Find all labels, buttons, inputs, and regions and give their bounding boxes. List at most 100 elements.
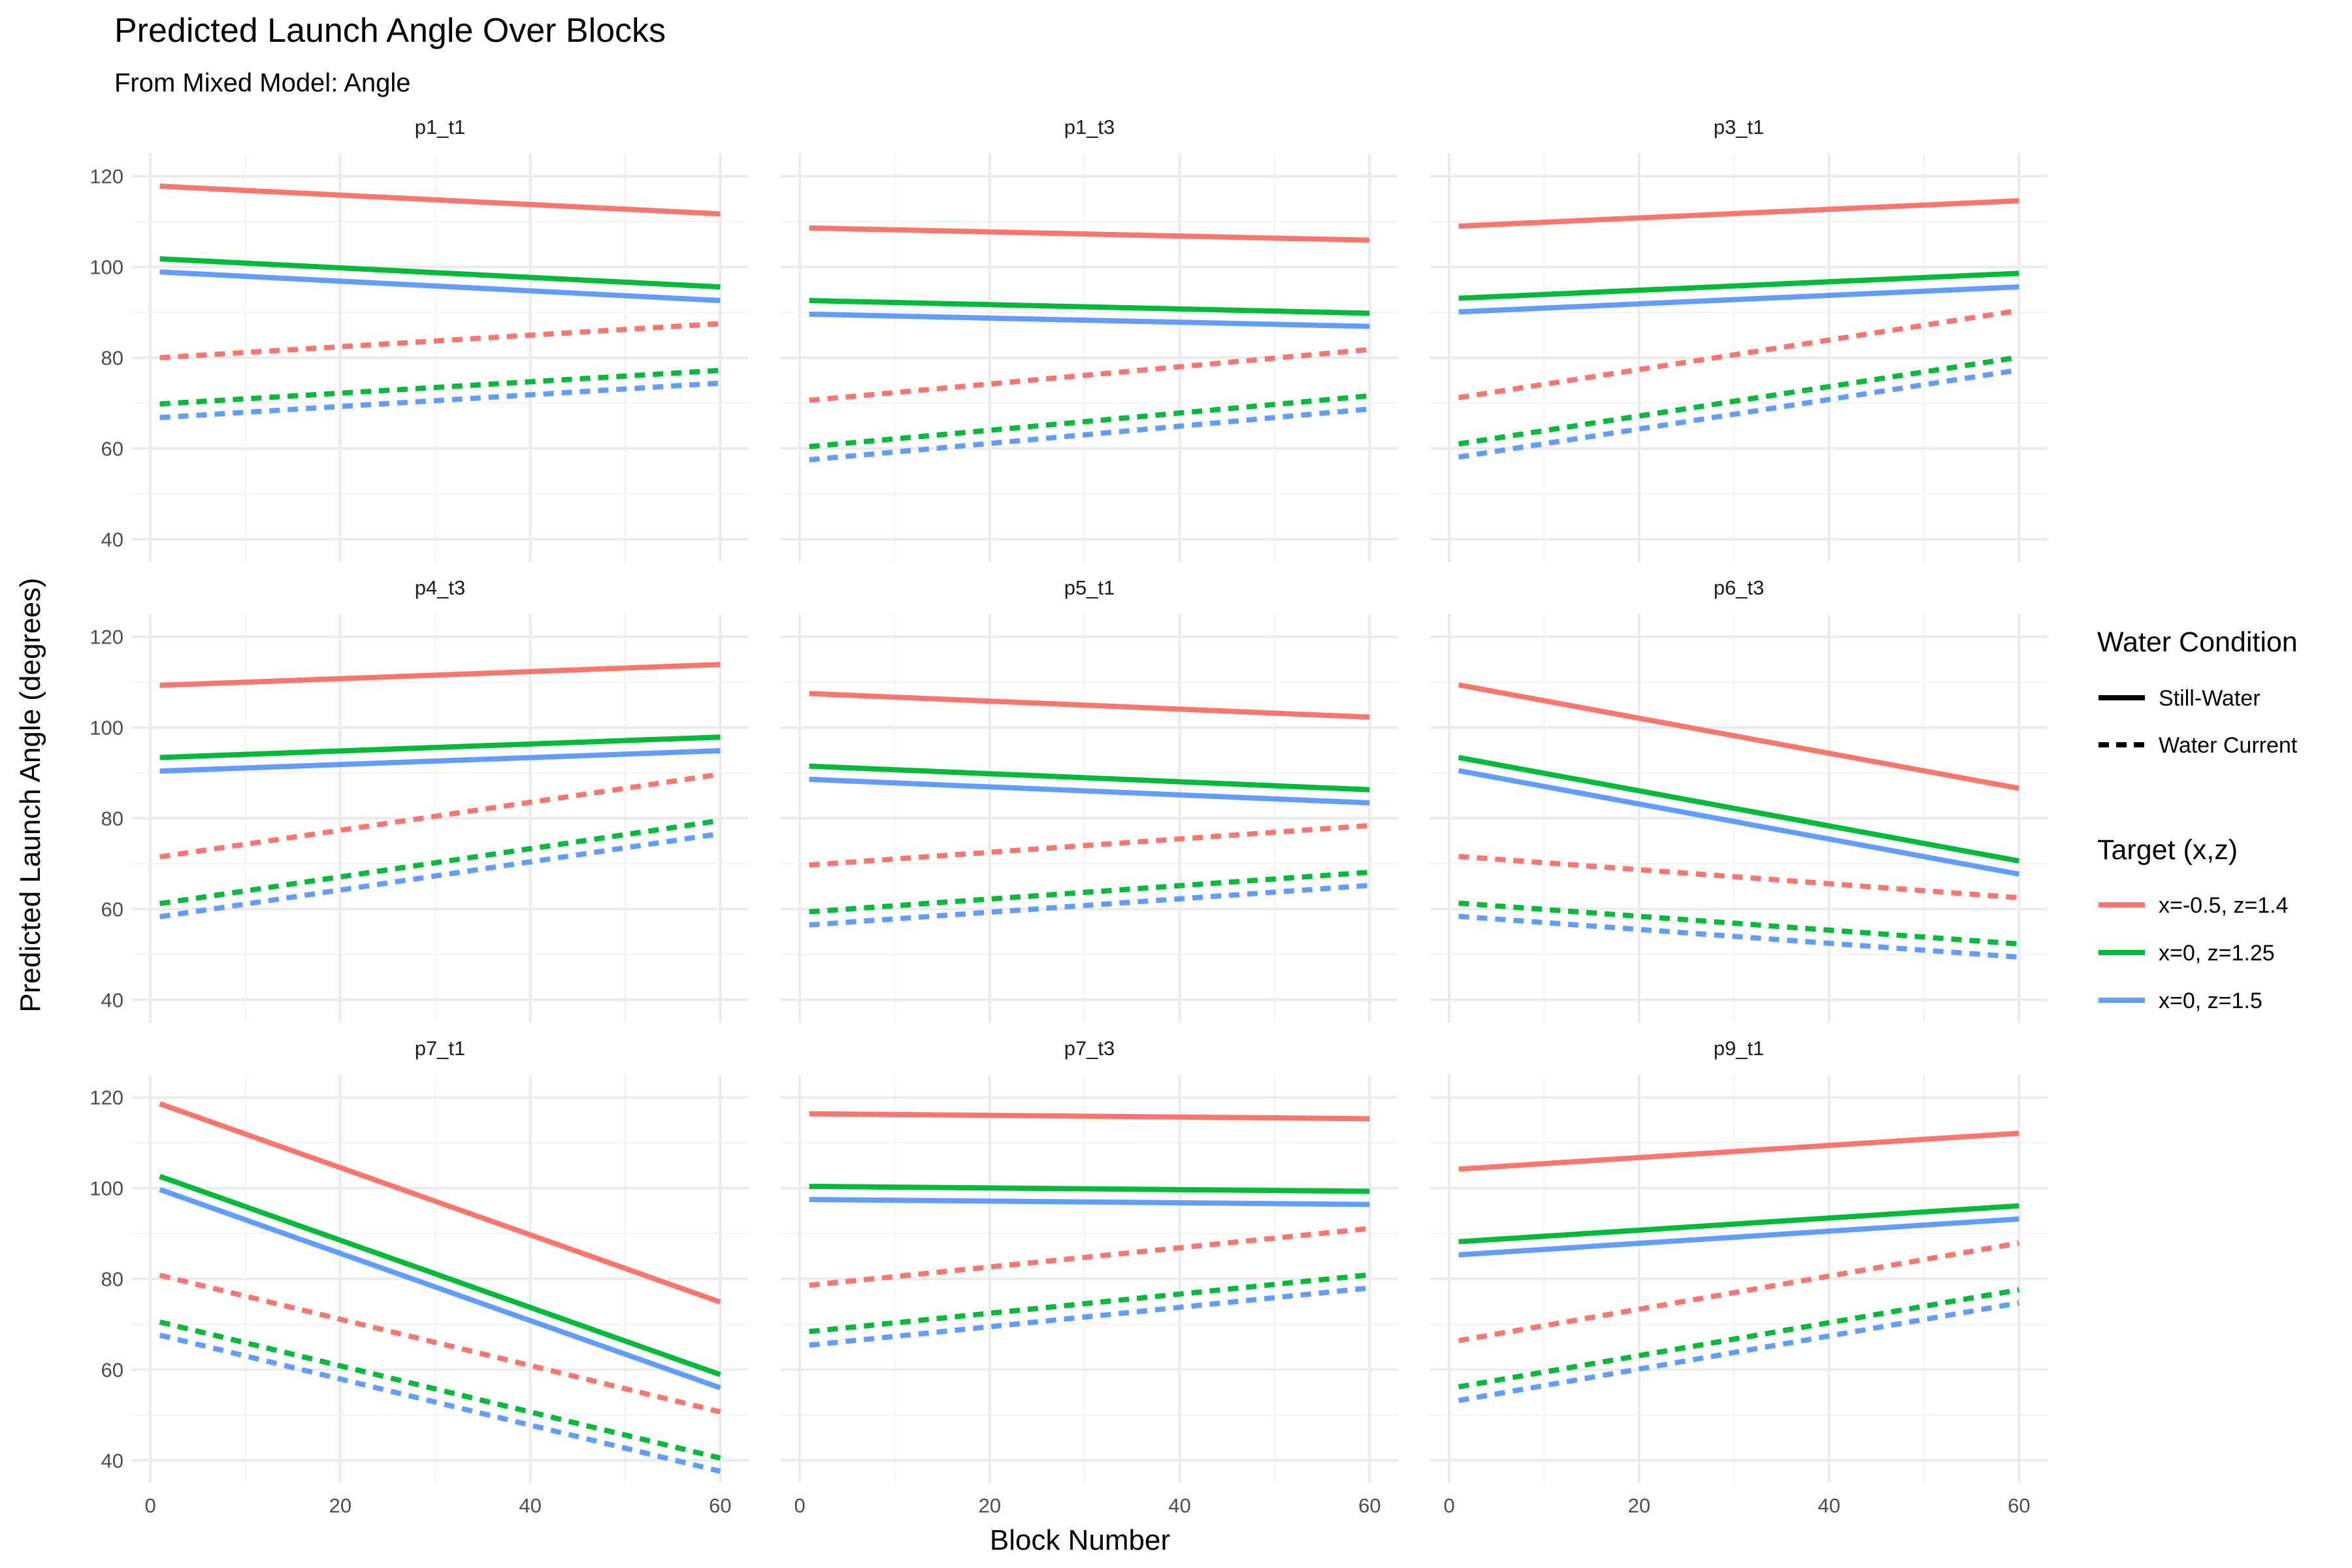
legend-target-items: x=-0.5, z=1.4 x=0, z=1.25 x=0, z=1.5 [2099, 893, 2288, 1013]
facet-label: p7_t3 [1064, 1037, 1115, 1060]
x-tick-label: 0 [144, 1494, 155, 1517]
facet-panel-p1_t3: p1_t3 [781, 116, 1398, 562]
x-axis-title: Block Number [990, 1524, 1170, 1556]
series-line-p3_t1-t0-c1 [1458, 308, 2019, 400]
y-tick-label: 40 [101, 528, 123, 551]
series-line-p7_t1-t1-c1 [159, 1319, 721, 1461]
series-line-p1_t1-t2-c1 [159, 380, 721, 421]
chart-title: Predicted Launch Angle Over Blocks [114, 12, 666, 50]
series-line-p5_t1-t0-c0 [809, 691, 1370, 720]
series-line-p1_t1-t0-c1 [159, 321, 721, 361]
x-tick-label: 40 [519, 1494, 541, 1517]
x-tick-label: 20 [979, 1494, 1001, 1517]
y-tick-label: 100 [90, 717, 123, 740]
series-line-p7_t3-t2-c0 [809, 1196, 1370, 1207]
series-line-p4_t3-t2-c0 [159, 748, 721, 774]
series-line-p3_t1-t0-c0 [1458, 198, 2019, 229]
legend-label-target: x=-0.5, z=1.4 [2159, 893, 2288, 918]
x-tick-label: 20 [329, 1494, 351, 1517]
series-line-p5_t1-t1-c1 [809, 870, 1370, 915]
chart-subtitle: From Mixed Model: Angle [114, 69, 411, 97]
series-line-p6_t3-t2-c1 [1458, 913, 2019, 960]
y-axis-title: Predicted Launch Angle (degrees) [14, 578, 46, 1012]
x-tick-label: 40 [1818, 1494, 1840, 1517]
x-tick-label: 0 [794, 1494, 805, 1517]
facet-panel-p9_t1: p9_t1 0 20 40 60 [1430, 1037, 2048, 1517]
series-line-p3_t1-t1-c0 [1458, 270, 2019, 301]
facet-label: p9_t1 [1714, 1037, 1765, 1060]
facet-label: p1_t1 [415, 116, 466, 139]
series-line-p1_t3-t2-c0 [809, 311, 1370, 329]
series-line-p7_t3-t1-c1 [809, 1272, 1370, 1335]
y-tick-label: 40 [101, 1449, 123, 1472]
series-line-p9_t1-t2-c1 [1458, 1300, 2020, 1403]
y-tick-label: 120 [90, 626, 123, 649]
facet-panel-p7_t1: p7_t1 40 60 80 100 120 0 20 40 60 [90, 1037, 749, 1517]
x-tick-label: 0 [1443, 1494, 1454, 1517]
series-line-p3_t1-t2-c0 [1458, 284, 2019, 315]
facet-label: p7_t1 [415, 1037, 466, 1060]
series-line-p6_t3-t0-c1 [1458, 853, 2019, 901]
series-line-p1_t1-t1-c1 [159, 367, 721, 407]
y-tick-label: 100 [90, 1177, 123, 1200]
y-tick-label: 40 [101, 988, 123, 1011]
series-line-p5_t1-t1-c0 [809, 763, 1370, 792]
series-line-p7_t1-t1-c0 [159, 1173, 721, 1377]
y-tick-label: 80 [101, 808, 123, 830]
legend-label-target: x=0, z=1.25 [2159, 941, 2275, 966]
facet-panel-p5_t1: p5_t1 [781, 576, 1398, 1022]
series-line-p1_t3-t1-c0 [809, 298, 1370, 316]
series-line-p9_t1-t2-c0 [1458, 1216, 2019, 1258]
facet-label: p4_t3 [415, 576, 466, 599]
facet-panels: p1_t1 40 60 80 100 120 p1_t3 p3_t1 p4_t3 40 60 80 10… [90, 116, 2048, 1517]
y-tick-label: 60 [101, 1358, 123, 1381]
series-line-p7_t3-t1-c0 [809, 1183, 1370, 1194]
legend-label-target: x=0, z=1.5 [2159, 988, 2262, 1013]
facet-label: p5_t1 [1064, 576, 1115, 599]
series-line-p7_t3-t0-c1 [809, 1226, 1370, 1288]
series-line-p1_t1-t0-c0 [159, 184, 721, 217]
series-line-p9_t1-t0-c0 [1458, 1130, 2019, 1172]
facet-label: p6_t3 [1714, 576, 1765, 599]
series-line-p5_t1-t2-c1 [809, 883, 1370, 928]
series-line-p1_t3-t0-c0 [809, 225, 1370, 243]
x-tick-label: 20 [1628, 1494, 1650, 1517]
series-line-p7_t3-t0-c0 [809, 1111, 1370, 1122]
series-line-p7_t1-t2-c0 [159, 1186, 721, 1390]
y-tick-label: 120 [90, 1086, 123, 1109]
facet-panel-p7_t3: p7_t3 0 20 40 60 [781, 1037, 1398, 1517]
series-line-p6_t3-t0-c0 [1458, 682, 2020, 791]
x-tick-label: 60 [1358, 1494, 1380, 1517]
series-line-p5_t1-t0-c1 [809, 823, 1370, 868]
x-tick-label: 60 [2008, 1494, 2030, 1517]
facet-label: p3_t1 [1714, 116, 1765, 139]
series-line-p1_t3-t0-c1 [809, 347, 1370, 403]
legend-water-condition-items: Still-Water Water Current [2099, 686, 2298, 758]
facet-panel-p4_t3: p4_t3 40 60 80 100 120 [90, 576, 749, 1022]
facet-panel-p3_t1: p3_t1 [1430, 116, 2048, 562]
series-line-p6_t3-t1-c1 [1458, 900, 2019, 947]
facet-panel-p1_t1: p1_t1 40 60 80 100 120 [90, 116, 749, 562]
series-line-p4_t3-t0-c0 [159, 662, 721, 689]
facet-label: p1_t3 [1064, 116, 1115, 139]
series-line-p4_t3-t1-c0 [159, 734, 721, 760]
legend-title-water-condition: Water Condition [2097, 627, 2298, 658]
series-line-p7_t3-t2-c1 [809, 1285, 1370, 1348]
legend-label-water-condition: Still-Water [2159, 686, 2261, 711]
series-line-p6_t3-t1-c0 [1458, 755, 2020, 864]
y-tick-label: 120 [90, 165, 123, 188]
series-line-p4_t3-t1-c1 [159, 818, 721, 907]
series-line-p7_t1-t0-c0 [159, 1101, 721, 1305]
series-line-p9_t1-t1-c0 [1458, 1203, 2019, 1245]
series-line-p7_t1-t0-c1 [159, 1273, 721, 1414]
series-line-p9_t1-t1-c1 [1458, 1287, 2020, 1390]
legend-label-water-condition: Water Current [2159, 733, 2298, 758]
series-line-p3_t1-t1-c1 [1458, 354, 2019, 447]
y-tick-label: 100 [90, 256, 123, 279]
x-tick-label: 40 [1168, 1494, 1190, 1517]
series-line-p6_t3-t2-c0 [1458, 768, 2020, 877]
series-line-p1_t3-t1-c1 [809, 393, 1370, 449]
y-tick-label: 60 [101, 898, 123, 921]
series-line-p1_t3-t2-c1 [809, 406, 1370, 463]
